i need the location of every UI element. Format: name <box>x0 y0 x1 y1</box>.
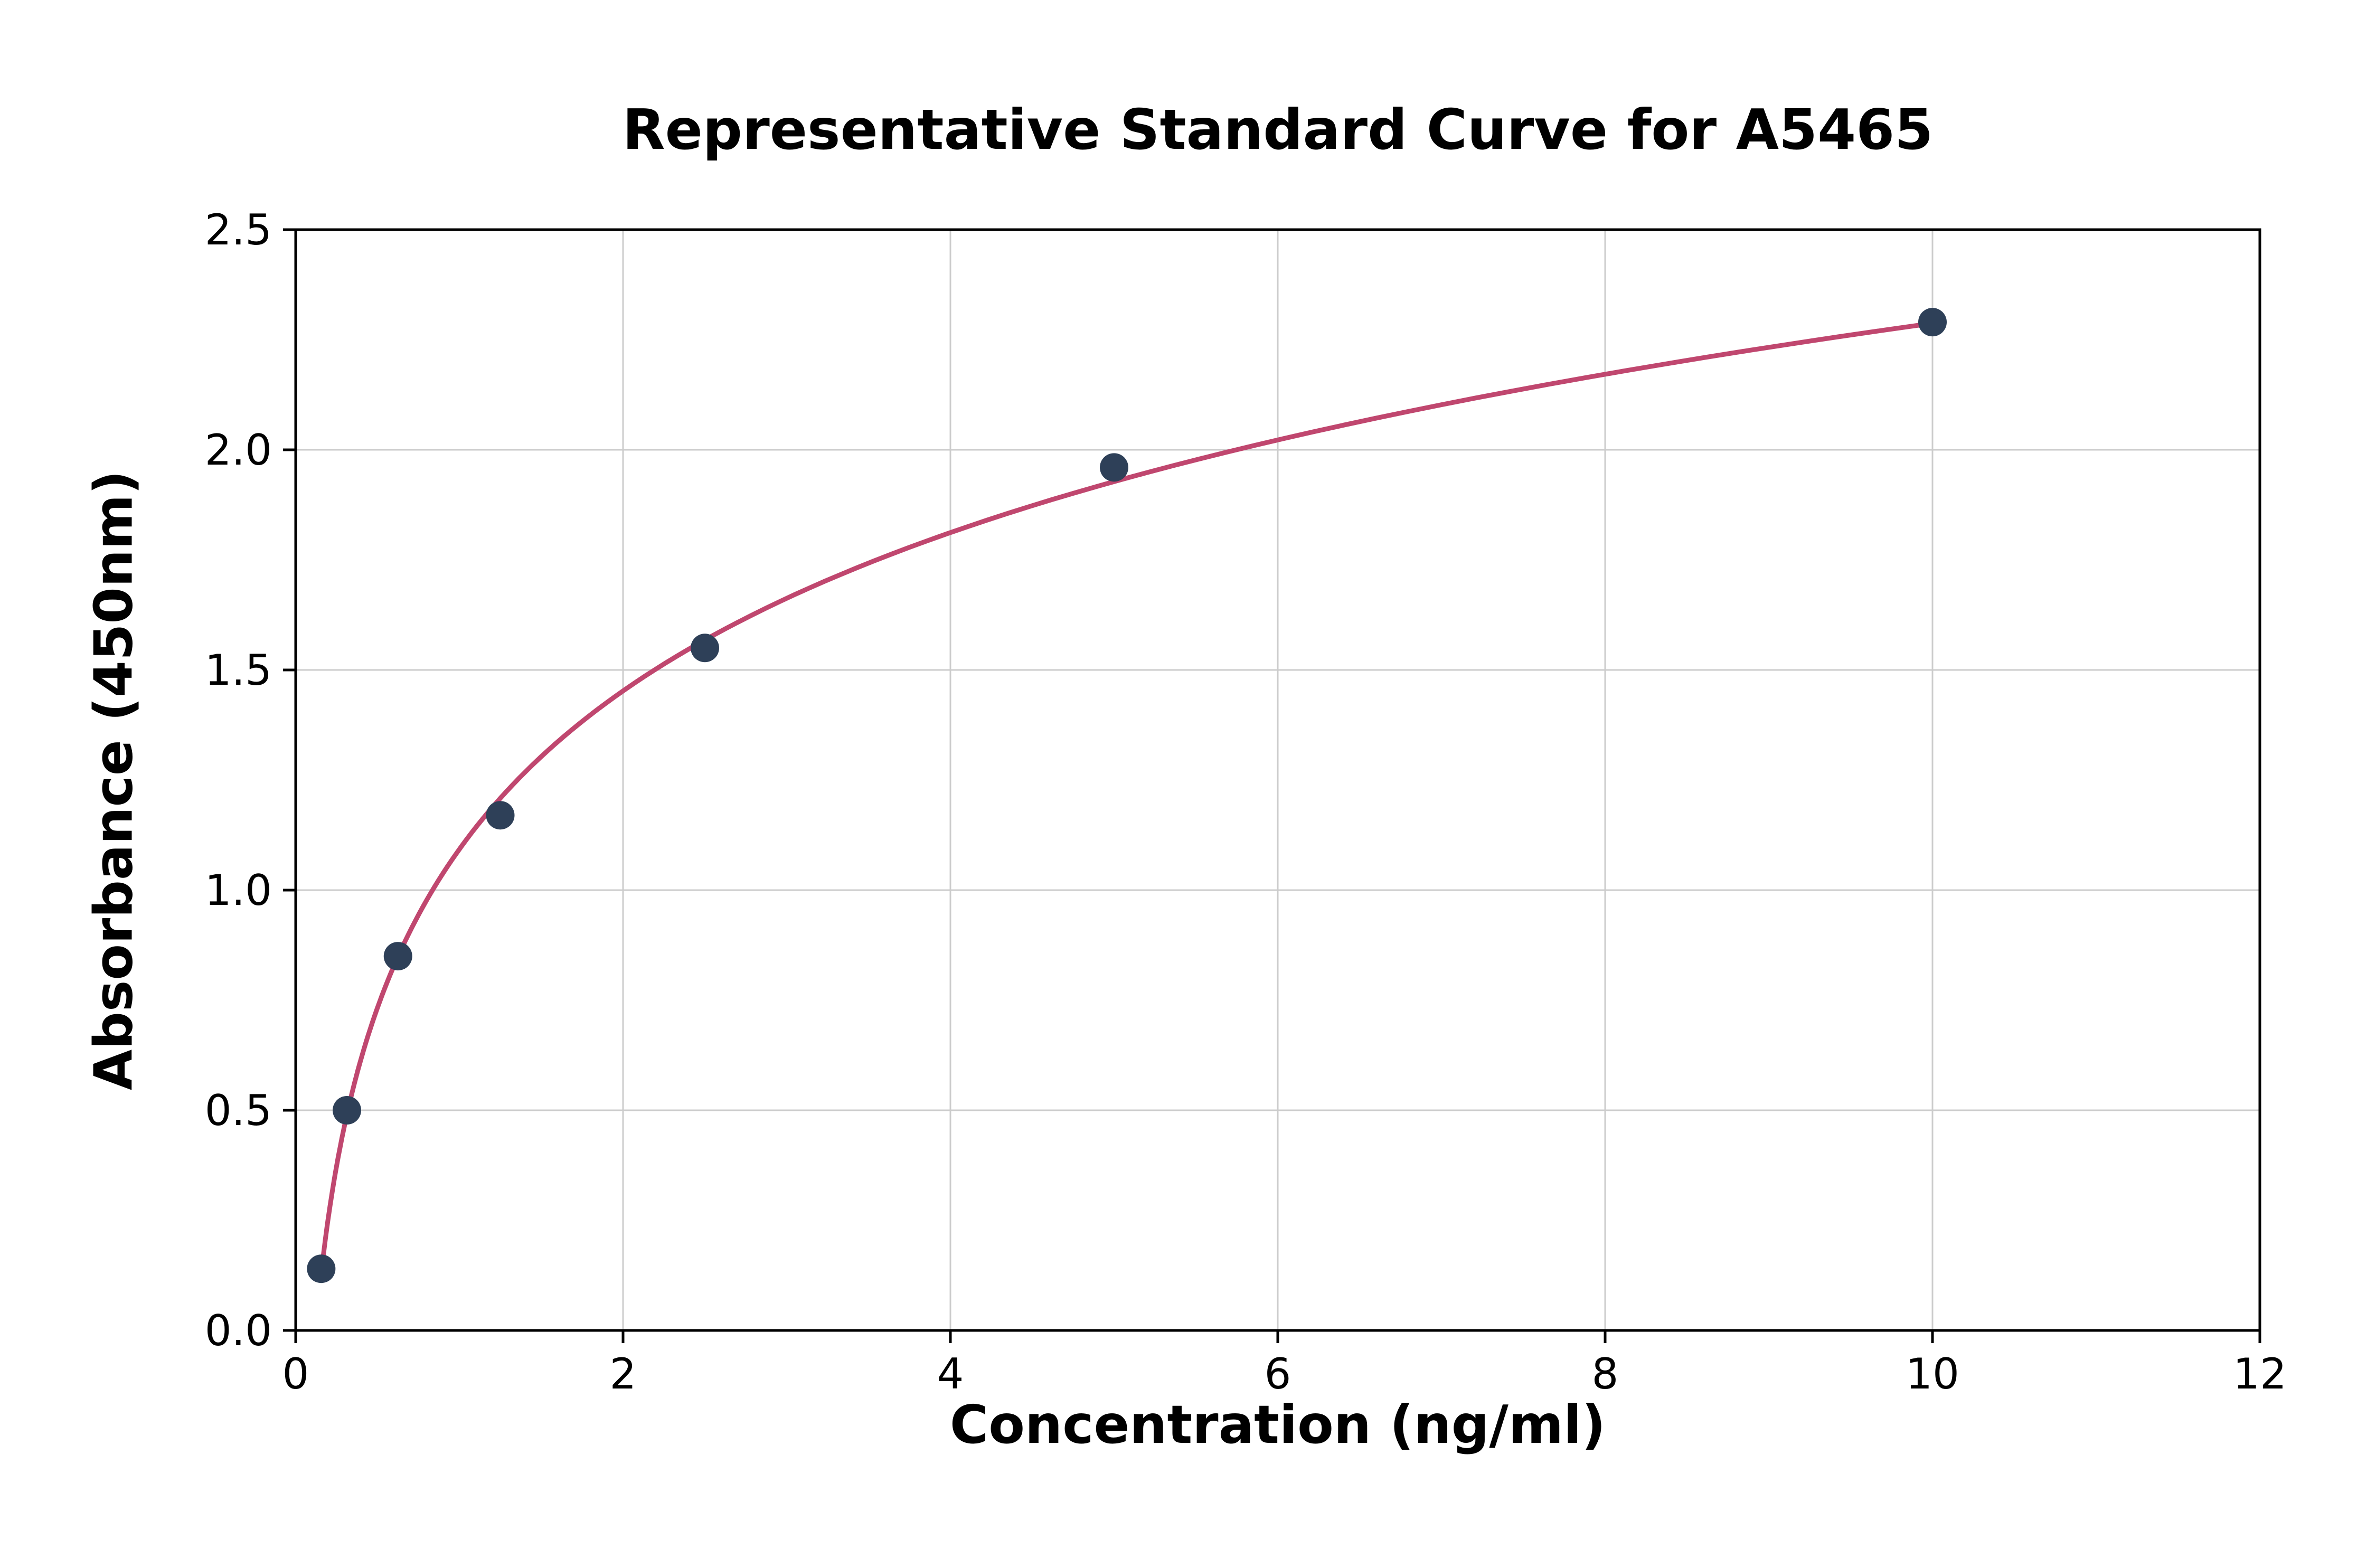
x-tick-label: 12 <box>2233 1349 2287 1399</box>
x-tick-label: 4 <box>937 1349 964 1399</box>
data-point <box>333 1096 362 1125</box>
data-point <box>1100 453 1128 482</box>
y-tick-label: 0.5 <box>205 1086 272 1135</box>
x-tick-label: 10 <box>1906 1349 1959 1399</box>
data-point <box>307 1254 336 1283</box>
data-point <box>486 801 515 830</box>
data-point <box>1918 308 1947 337</box>
chart-title: Representative Standard Curve for A5465 <box>622 98 1934 162</box>
x-tick-label: 0 <box>282 1349 309 1399</box>
x-tick-label: 6 <box>1265 1349 1291 1399</box>
x-tick-label: 8 <box>1592 1349 1619 1399</box>
data-point <box>691 634 719 663</box>
y-tick-label: 1.5 <box>205 646 272 695</box>
y-tick-label: 1.0 <box>205 866 272 915</box>
data-point <box>383 942 412 971</box>
y-tick-label: 2.5 <box>205 205 272 254</box>
x-tick-label: 2 <box>610 1349 637 1399</box>
y-tick-label: 0.0 <box>205 1306 272 1355</box>
x-axis-label: Concentration (ng/ml) <box>949 1394 1606 1456</box>
y-tick-label: 2.0 <box>205 426 272 475</box>
